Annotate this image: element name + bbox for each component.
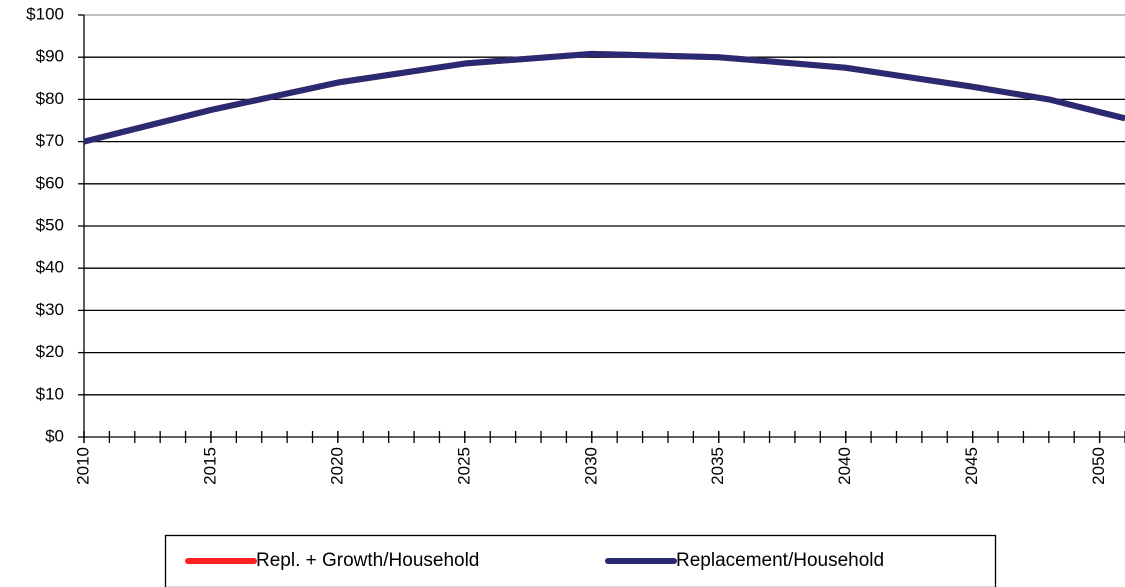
y-tick-label: $60 xyxy=(36,173,64,192)
x-tick-label: 2020 xyxy=(327,447,346,485)
legend-label: Replacement/Household xyxy=(676,550,884,571)
line-series xyxy=(83,50,1125,145)
x-tick-label: 2025 xyxy=(454,447,473,485)
x-tick-label: 2010 xyxy=(73,447,92,485)
y-tick-label: $40 xyxy=(36,258,64,277)
y-tick-label: $30 xyxy=(36,300,64,319)
line-series xyxy=(83,50,1125,145)
legend-label: Repl. + Growth/Household xyxy=(256,550,479,571)
x-tick-label: 2035 xyxy=(708,447,727,485)
y-tick-label: $50 xyxy=(36,215,64,234)
x-tick-label: 2050 xyxy=(1089,447,1108,485)
y-tick-label: $70 xyxy=(36,131,64,150)
y-tick-label: $0 xyxy=(45,426,64,445)
y-tick-label: $80 xyxy=(36,89,64,108)
x-tick-label: 2015 xyxy=(200,447,219,485)
y-tick-label: $90 xyxy=(36,47,64,66)
x-tick-label: 2030 xyxy=(581,447,600,485)
x-tick-label: 2045 xyxy=(962,447,981,485)
legend-box xyxy=(164,534,997,587)
y-tick-label: $20 xyxy=(36,342,64,361)
x-tick-label: 2040 xyxy=(835,447,854,485)
legend: Repl. + Growth/Household Replacement/Hous… xyxy=(164,534,997,587)
y-tick-label: $10 xyxy=(36,384,64,403)
y-tick-label: $100 xyxy=(26,4,64,23)
